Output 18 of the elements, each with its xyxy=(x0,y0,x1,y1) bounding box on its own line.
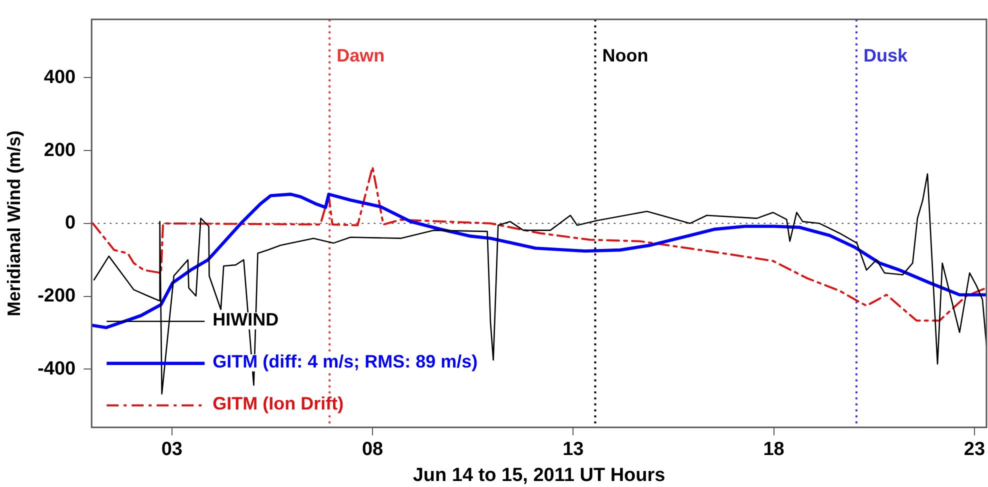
y-axis-title: Meridianal Wind (m/s) xyxy=(4,130,24,316)
text: GITM (diff: 4 m/s; RMS: 89 m/s) xyxy=(212,351,478,372)
ref-line-label: Dawn xyxy=(336,45,385,66)
ref-line-label: Noon xyxy=(602,45,648,66)
text: GITM (Ion Drift) xyxy=(212,393,344,414)
series-label: HIWIND xyxy=(212,309,279,330)
x-tick-label: 08 xyxy=(362,439,384,460)
y-tick-label: -200 xyxy=(38,285,76,306)
ref-line-label: Dusk xyxy=(863,45,908,66)
x-tick-label: 13 xyxy=(562,439,584,460)
y-tick-label: -400 xyxy=(38,358,76,380)
y-tick-label: 200 xyxy=(44,140,76,161)
x-tick-label: 23 xyxy=(964,439,986,460)
x-axis-title: Jun 14 to 15, 2011 UT Hours xyxy=(412,464,666,486)
x-tick-label: 03 xyxy=(161,439,182,460)
y-tick-label: 400 xyxy=(44,66,76,88)
x-tick-label: 18 xyxy=(763,439,784,460)
y-tick-label: 0 xyxy=(65,212,76,234)
